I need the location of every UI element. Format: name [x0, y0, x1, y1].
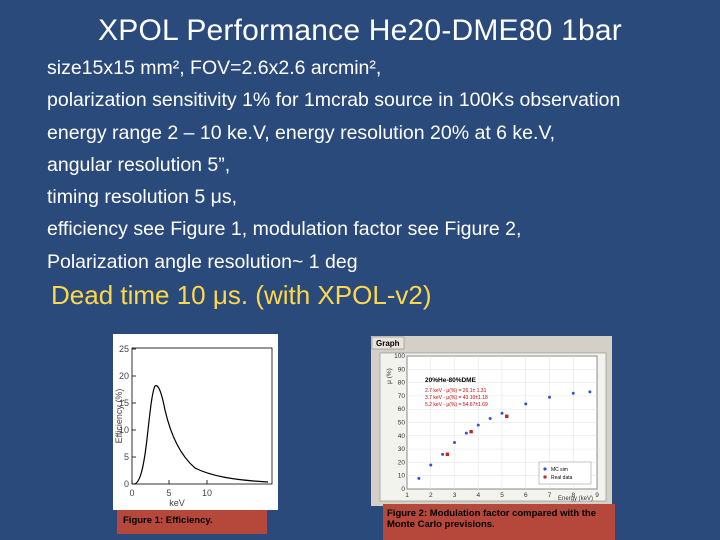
mc-sim-point [476, 423, 480, 427]
graph-window-title: Graph [376, 339, 400, 348]
real-data-point [445, 452, 450, 456]
mod-ytick-label: 100 [394, 353, 405, 360]
mod-xtick-label: 5 [500, 492, 504, 499]
efficiency-plot: 0 5 10 15 20 25 0 5 10 keV Efficiency (%… [114, 344, 273, 508]
efficiency-frame [131, 347, 273, 485]
eff-ytick-15: 15 [119, 398, 129, 408]
spec-line-timing: timing resolution 5 μs, [47, 186, 238, 209]
spec-line-energy: energy range 2 – 10 ke.V, energy resolut… [47, 121, 556, 144]
mod-ytick-label: 60 [398, 406, 406, 413]
real-data-point [505, 414, 509, 418]
mod-ytick-label: 0 [401, 486, 405, 493]
mc-sim-point [548, 395, 551, 399]
mc-sim-point [488, 417, 492, 421]
mod-xtick-label: 6 [524, 492, 528, 499]
mod-key-data: Real data [551, 475, 573, 481]
mod-xtick-label: 9 [595, 492, 599, 499]
spec-list: size15x15 mm², FOV=2.6x2.6 arcmin², pola… [47, 52, 707, 278]
mc-sim-point [417, 476, 421, 480]
dead-time-highlight: Dead time 10 μs. (with XPOL-v2) [51, 280, 432, 310]
mc-sim-point [464, 431, 468, 435]
spec-line-size-fov: size15x15 mm², FOV=2.6x2.6 arcmin², [47, 57, 382, 79]
mod-xtick-label: 3 [453, 492, 457, 499]
mc-sim-point [441, 452, 445, 456]
mod-ytick-label: 30 [398, 446, 406, 453]
mc-sim-point [429, 463, 433, 467]
mod-xtick-label: 7 [548, 492, 552, 499]
eff-xtick-10: 10 [202, 488, 212, 498]
eff-ytick-20: 20 [119, 371, 129, 381]
mod-ytick-label: 40 [398, 433, 406, 440]
figure1-caption: Figure 1: Efficiency. [117, 510, 267, 534]
mod-ytick-label: 80 [398, 380, 406, 387]
mod-fit-line-1: 2.7 keV - μ(%) = 26.1± 1.31 [425, 388, 487, 394]
modulation-figure: Graph 0 10 20 30 40 50 60 70 80 90 100 1 2 3 4 5 6 7 8 9 μ… [371, 336, 612, 506]
mc-sim-point [524, 402, 528, 406]
spec-line-angular: angular resolution 5”, [47, 153, 231, 176]
spec-line-sensitivity: polarization sensitivity 1% for 1mcrab s… [47, 89, 621, 112]
eff-ylabel: Efficiency (%) [114, 389, 124, 444]
eff-xlabel: keV [169, 498, 185, 508]
graph-window-tab [371, 336, 405, 350]
mod-xtick-label: 2 [429, 492, 433, 499]
mod-ytick-label: 90 [398, 366, 406, 373]
mod-key-box [538, 461, 592, 485]
eff-ytick-25: 25 [119, 344, 129, 354]
mod-key-mc: MC sim [551, 467, 568, 473]
mc-sim-point [571, 391, 575, 395]
eff-ytick-5: 5 [124, 452, 129, 462]
mc-sim-point [453, 440, 456, 444]
mod-fit-line-3: 5.2 keV - μ(%) = 54.67±1.69 [425, 402, 488, 408]
mod-ytick-label: 70 [398, 393, 406, 400]
mc-sim-point [588, 390, 592, 394]
eff-ytick-0: 0 [124, 479, 129, 489]
slide-title: XPOL Performance He20-DME80 1bar [98, 14, 622, 47]
mod-ylabel: μ (%) [386, 368, 393, 384]
mod-ytick-label: 20 [398, 459, 406, 466]
efficiency-curve [134, 385, 269, 485]
eff-xtick-5: 5 [166, 488, 171, 498]
mod-ytick-label: 50 [398, 420, 406, 427]
spec-line-polarization-angle: Polarization angle resolution~ 1 deg [47, 250, 358, 273]
mod-legend-title: 20%He-80%DME [425, 377, 477, 384]
mc-sim-point [500, 411, 504, 415]
real-data-point [469, 429, 473, 434]
eff-ytick-10: 10 [119, 425, 129, 435]
figure2-caption: Figure 2: Modulation factor compared wit… [383, 504, 615, 540]
eff-xtick-0: 0 [129, 488, 134, 498]
mod-xtick-label: 1 [405, 492, 409, 499]
mod-ytick-label: 10 [398, 473, 406, 480]
spec-line-efficiency: efficiency see Figure 1, modulation fact… [47, 218, 522, 241]
mod-fit-line-2: 3.7 keV - μ(%) = 43.10±1.18 [425, 395, 488, 401]
efficiency-figure: 0 5 10 15 20 25 0 5 10 keV Efficiency (%… [113, 334, 278, 510]
mod-xtick-label: 4 [476, 492, 480, 499]
modulation-plot: Graph 0 10 20 30 40 50 60 70 80 90 100 1 2 3 4 5 6 7 8 9 μ… [371, 336, 607, 502]
mod-xtick-label: 8 [571, 492, 575, 499]
mod-xlabel: Energy (keV) [558, 496, 593, 502]
